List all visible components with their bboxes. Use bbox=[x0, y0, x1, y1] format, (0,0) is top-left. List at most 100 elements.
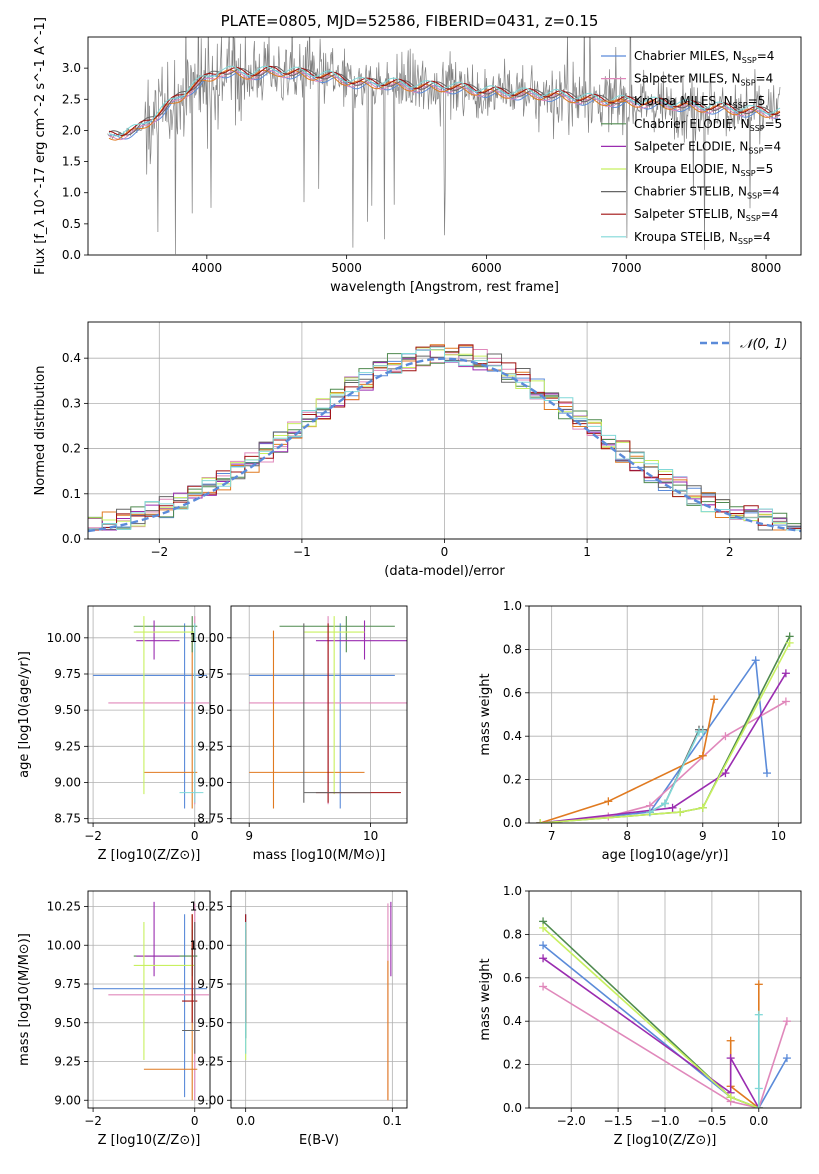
weight-line bbox=[542, 920, 760, 1108]
y-tick-label: 0.0 bbox=[503, 816, 522, 830]
x-tick-label: 9 bbox=[245, 829, 253, 843]
x-tick-label: 9 bbox=[699, 829, 707, 843]
axes-age-vs-mass: 9 10 8.75 9.00 9.25 9.50 9.75 10.00 mass [log10(… bbox=[190, 605, 408, 863]
y-tick-label: 9.75 bbox=[197, 977, 224, 991]
histogram-kroupa-stelib bbox=[88, 346, 801, 531]
weight-line bbox=[540, 699, 715, 823]
y-tick-label: 9.00 bbox=[54, 1093, 81, 1107]
plot-area bbox=[249, 616, 407, 809]
weight-line bbox=[542, 957, 760, 1108]
axes-frame bbox=[230, 890, 408, 1109]
axes-mass-vs-Z: −2 0 9.00 9.25 9.50 9.75 10.00 10.25 Z [log10(Z/… bbox=[17, 890, 211, 1148]
x-tick-label: 0.0 bbox=[749, 1114, 768, 1128]
y-tick-label: 9.50 bbox=[54, 1016, 81, 1030]
x-axis-label: age [log10(age/yr)] bbox=[602, 848, 729, 863]
y-tick-label: 8.75 bbox=[54, 812, 81, 826]
axes-spectrum: 4000 5000 6000 7000 8000 0.0 0.5 1.0 1.5 2.0 2.5 3.… bbox=[33, 17, 802, 295]
x-tick-label: 0 bbox=[441, 545, 449, 559]
x-tick-label: −2 bbox=[150, 545, 168, 559]
y-tick-label: 0.8 bbox=[503, 642, 522, 656]
weight-line bbox=[540, 642, 791, 823]
y-tick-label: 0.0 bbox=[62, 248, 81, 262]
y-tick-label: 0.6 bbox=[503, 686, 522, 700]
x-tick-label: −1.5 bbox=[604, 1114, 633, 1128]
x-tick-label: 8000 bbox=[751, 261, 782, 275]
y-tick-label: 9.25 bbox=[197, 739, 224, 753]
axes-weight-vs-Z: −2.0 −1.5 −1.0 −0.5 0.0 0.0 0.2 0.4 0.6 0.8 1.0 Z [… bbox=[478, 884, 802, 1148]
y-tick-label: 1.0 bbox=[503, 599, 522, 613]
legend-entry: Chabrier MILES, NSSP=4 bbox=[634, 49, 774, 65]
x-tick-label: 7 bbox=[548, 829, 556, 843]
plot-area bbox=[107, 37, 781, 255]
x-tick-label: 7000 bbox=[611, 261, 642, 275]
y-tick-label: 2.5 bbox=[62, 92, 81, 106]
legend-entry: Kroupa ELODIE, NSSP=5 bbox=[634, 162, 773, 178]
y-tick-label: 0.8 bbox=[503, 927, 522, 941]
y-axis-label: mass weight bbox=[478, 673, 493, 755]
x-tick-label: 10 bbox=[363, 829, 378, 843]
y-tick-label: 0.4 bbox=[503, 729, 522, 743]
y-tick-label: 9.75 bbox=[54, 667, 81, 681]
weight-line bbox=[729, 984, 760, 1108]
plot-area bbox=[93, 901, 209, 1101]
x-axis-label: (data-model)/error bbox=[384, 564, 505, 579]
y-tick-label: 9.50 bbox=[197, 1016, 224, 1030]
axes-residuals: −2 −1 0 1 2 0.0 0.1 0.2 0.3 0.4 (data-model)/error… bbox=[33, 321, 802, 579]
model-line-kroupa-stelib bbox=[108, 65, 781, 137]
y-axis-label: mass weight bbox=[478, 958, 493, 1040]
x-tick-label: −1.0 bbox=[650, 1114, 679, 1128]
legend-entry: Kroupa MILES, NSSP=5 bbox=[634, 94, 765, 110]
y-tick-label: 9.75 bbox=[54, 977, 81, 991]
x-axis-label: mass [log10(M/M⊙)] bbox=[253, 848, 386, 863]
gaussian-curve bbox=[88, 357, 801, 533]
weight-line bbox=[542, 927, 760, 1108]
x-axis-label: Z [log10(Z/Z⊙)] bbox=[98, 1133, 201, 1148]
x-tick-label: 5000 bbox=[331, 261, 362, 275]
axes-mass-vs-EBV: 0.0 0.1 9.00 9.25 9.50 9.75 10.00 10.25 E(B-V) bbox=[190, 890, 408, 1148]
weight-line bbox=[540, 672, 787, 823]
legend-residuals: 𝒩(0, 1) bbox=[700, 337, 787, 352]
y-tick-label: 0.2 bbox=[503, 773, 522, 787]
y-tick-label: 10.25 bbox=[190, 900, 224, 914]
x-tick-label: 2 bbox=[726, 545, 734, 559]
y-tick-label: 0.2 bbox=[62, 442, 81, 456]
legend-spectrum: Chabrier MILES, NSSP=4 Salpeter MILES, NS… bbox=[601, 49, 782, 246]
y-axis-label: mass [log10(M/M⊙)] bbox=[17, 933, 32, 1066]
y-tick-label: 0.0 bbox=[503, 1101, 522, 1115]
y-tick-label: 9.50 bbox=[54, 703, 81, 717]
x-tick-label: 0 bbox=[191, 1114, 199, 1128]
x-axis-label: E(B-V) bbox=[299, 1133, 339, 1148]
y-tick-label: 9.00 bbox=[197, 775, 224, 789]
y-tick-label: 10.00 bbox=[47, 938, 81, 952]
x-tick-label: 6000 bbox=[471, 261, 502, 275]
x-tick-label: 0.1 bbox=[383, 1114, 402, 1128]
y-tick-label: 10.25 bbox=[47, 900, 81, 914]
y-tick-label: 9.25 bbox=[54, 1055, 81, 1069]
x-tick-label: −1 bbox=[293, 545, 311, 559]
x-tick-label: 4000 bbox=[192, 261, 223, 275]
legend-entry: Kroupa STELIB, NSSP=4 bbox=[634, 230, 771, 246]
legend-entry: 𝒩(0, 1) bbox=[740, 337, 787, 352]
y-tick-label: 2.0 bbox=[62, 123, 81, 137]
x-axis-label: wavelength [Angstrom, rest frame] bbox=[330, 280, 559, 295]
axes-frame bbox=[87, 605, 211, 824]
weight-line bbox=[540, 658, 768, 823]
x-axis-label: Z [log10(Z/Z⊙)] bbox=[98, 848, 201, 863]
y-axis-label: Normed distribution bbox=[33, 366, 48, 496]
axes-age-vs-Z: −2 0 8.75 9.00 9.25 9.50 9.75 10.00 Z [log10(Z/Z… bbox=[17, 605, 211, 863]
axes-weight-vs-age: 7 8 9 10 0.0 0.2 0.4 0.6 0.8 1.0 age [log10(age/yr… bbox=[478, 599, 802, 863]
legend-entry: Salpeter ELODIE, NSSP=4 bbox=[634, 139, 781, 155]
y-tick-label: 0.0 bbox=[62, 532, 81, 546]
x-tick-label: −2 bbox=[84, 829, 102, 843]
y-tick-label: 0.3 bbox=[62, 396, 81, 410]
y-tick-label: 9.25 bbox=[197, 1055, 224, 1069]
y-tick-label: 10.00 bbox=[190, 631, 224, 645]
y-tick-label: 0.4 bbox=[503, 1014, 522, 1028]
x-tick-label: 0 bbox=[191, 829, 199, 843]
x-tick-label: 1 bbox=[583, 545, 591, 559]
axes-frame bbox=[87, 890, 211, 1109]
axes-frame bbox=[87, 36, 802, 256]
y-axis-label: Flux [f_λ 10^-17 erg cm^-2 s^-1 A^-1] bbox=[33, 17, 48, 275]
